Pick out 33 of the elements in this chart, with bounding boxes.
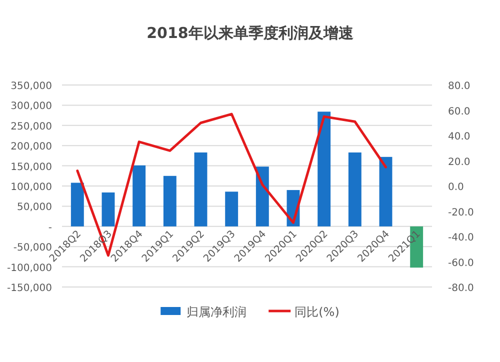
y-tick-label: 350,000 bbox=[10, 81, 52, 92]
y-tick-label: 100,000 bbox=[10, 182, 52, 193]
bar bbox=[102, 192, 115, 226]
y2-tick-label: -80.0 bbox=[448, 283, 474, 294]
y-tick-label: 250,000 bbox=[10, 121, 52, 132]
y-tick-label: 150,000 bbox=[10, 162, 52, 173]
bar bbox=[318, 112, 331, 226]
bar bbox=[225, 192, 238, 226]
y-tick-label: -50,000 bbox=[13, 242, 52, 254]
y-tick-label: -100,000 bbox=[7, 262, 52, 274]
y-tick-label: 300,000 bbox=[10, 101, 52, 112]
bar bbox=[256, 166, 269, 226]
bar bbox=[70, 182, 84, 226]
y2-tick-label: 60.0 bbox=[448, 106, 470, 118]
chart-title: 2018年以来单季度利润及增速 bbox=[146, 24, 354, 42]
bar bbox=[194, 152, 208, 226]
y2-tick-label: -20.0 bbox=[448, 207, 474, 218]
bar bbox=[379, 156, 392, 226]
y2-tick-label: 20.0 bbox=[448, 156, 470, 168]
legend-label: 同比(%) bbox=[294, 305, 340, 319]
bar bbox=[348, 152, 362, 226]
y-tick-label: 50,000 bbox=[17, 202, 52, 214]
y2-tick-label: 0.0 bbox=[448, 182, 464, 193]
y2-tick-label: 40.0 bbox=[448, 132, 470, 142]
bar bbox=[132, 165, 146, 226]
y2-tick-label: -40.0 bbox=[448, 232, 474, 244]
y-tick-label: - bbox=[48, 222, 52, 234]
y-tick-label: 200,000 bbox=[10, 142, 52, 153]
y-tick-label: -150,000 bbox=[7, 283, 52, 294]
legend-label: 归属净利润 bbox=[186, 305, 247, 319]
y2-tick-label: 80.0 bbox=[448, 81, 470, 92]
y2-tick-label: -60.0 bbox=[448, 258, 474, 269]
bar bbox=[163, 176, 176, 226]
